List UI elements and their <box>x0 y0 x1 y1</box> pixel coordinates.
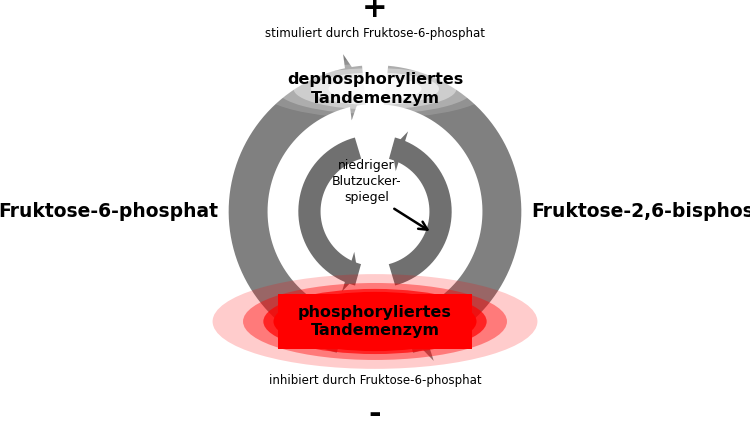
Text: Fruktose-2,6-bisphosphat: Fruktose-2,6-bisphosphat <box>532 202 750 221</box>
Text: phosphoryliertes
Tandemenzym: phosphoryliertes Tandemenzym <box>298 305 452 338</box>
FancyBboxPatch shape <box>278 294 472 349</box>
Text: -: - <box>369 400 381 423</box>
Ellipse shape <box>212 274 538 369</box>
Ellipse shape <box>328 77 422 101</box>
Text: stimuliert durch Fruktose-6-phosphat: stimuliert durch Fruktose-6-phosphat <box>265 27 485 40</box>
Ellipse shape <box>311 73 439 105</box>
Text: Fruktose-6-phosphat: Fruktose-6-phosphat <box>0 202 218 221</box>
Text: dephosphoryliertes
Tandemenzym: dephosphoryliertes Tandemenzym <box>286 72 463 106</box>
Ellipse shape <box>259 59 491 118</box>
Ellipse shape <box>263 289 487 354</box>
Ellipse shape <box>293 68 457 110</box>
Text: inhibiert durch Fruktose-6-phosphat: inhibiert durch Fruktose-6-phosphat <box>268 374 482 387</box>
Ellipse shape <box>276 63 474 114</box>
Ellipse shape <box>243 283 507 360</box>
Text: +: + <box>362 0 388 23</box>
Text: niedriger
Blutzucker-
spiegel: niedriger Blutzucker- spiegel <box>332 159 401 204</box>
Ellipse shape <box>274 292 476 351</box>
